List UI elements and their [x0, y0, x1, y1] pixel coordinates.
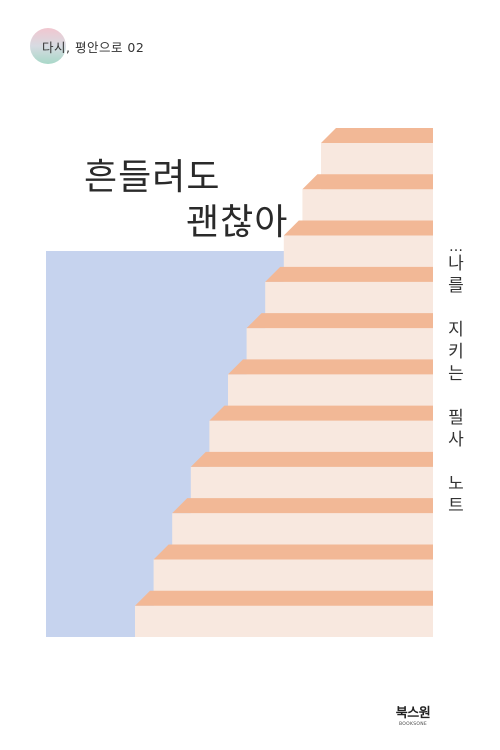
series-label: 다시, 평안으로 02	[42, 40, 145, 55]
subtitle-char: 나	[448, 254, 464, 274]
stair-tread	[209, 405, 433, 421]
series-badge-circle	[30, 28, 66, 64]
stair-tread	[302, 174, 433, 190]
publisher-name: 북스원	[395, 706, 431, 721]
publisher-logo: 북스원 BOOKSONE	[383, 702, 443, 727]
stair-tread	[265, 266, 433, 282]
subtitle-char: 사	[448, 430, 464, 450]
subtitle-char: 필	[448, 408, 464, 428]
subtitle-char: 키	[448, 342, 464, 362]
stair-tread	[283, 220, 433, 236]
stair-tread	[228, 359, 433, 375]
subtitle-lead-dots: …	[449, 239, 463, 255]
subtitle-gap	[444, 388, 468, 410]
stair-tread	[190, 451, 433, 467]
stair-tread	[153, 544, 433, 560]
stair-tread	[135, 590, 433, 606]
publisher-subname: BOOKSONE	[398, 722, 428, 727]
book-title-line-2: 괜찮아	[186, 202, 289, 243]
subtitle-char: 지	[448, 320, 464, 340]
subtitle-char: 는	[448, 364, 464, 384]
stair-tread	[246, 313, 433, 329]
stair-tread	[172, 498, 433, 514]
subtitle-char: 트	[448, 496, 464, 516]
subtitle-char: 노	[448, 474, 464, 494]
stair-riser	[135, 605, 433, 637]
book-title-line-1: 흔들려도	[84, 157, 221, 198]
subtitle-gap	[444, 300, 468, 322]
subtitle-gap	[444, 454, 468, 476]
stair-tread	[321, 128, 433, 143]
subtitle-char: 를	[448, 276, 464, 296]
